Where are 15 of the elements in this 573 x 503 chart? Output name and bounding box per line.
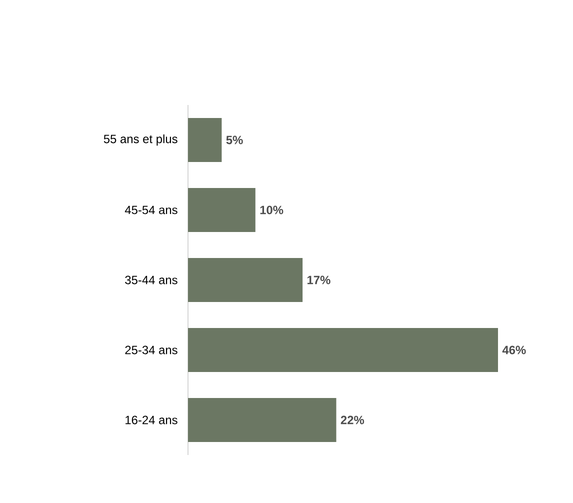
bar bbox=[188, 118, 222, 162]
bar bbox=[188, 398, 336, 442]
data-label: 17% bbox=[308, 276, 330, 284]
y-tick-label: 16-24 ans bbox=[126, 416, 178, 424]
data-label: 46% bbox=[502, 346, 526, 354]
y-tick-label: 35-44 ans bbox=[125, 276, 178, 284]
y-tick-label: 45-54 ans bbox=[124, 206, 178, 214]
data-label: 10% bbox=[260, 206, 284, 214]
y-tick-label: 25-34 ans bbox=[125, 346, 178, 354]
bar bbox=[188, 188, 256, 232]
data-label: 22% bbox=[340, 416, 364, 424]
bar bbox=[188, 258, 303, 302]
data-label: 5% bbox=[226, 136, 243, 144]
bar bbox=[188, 328, 498, 372]
y-tick-label: 55 ans et plus bbox=[104, 134, 178, 146]
